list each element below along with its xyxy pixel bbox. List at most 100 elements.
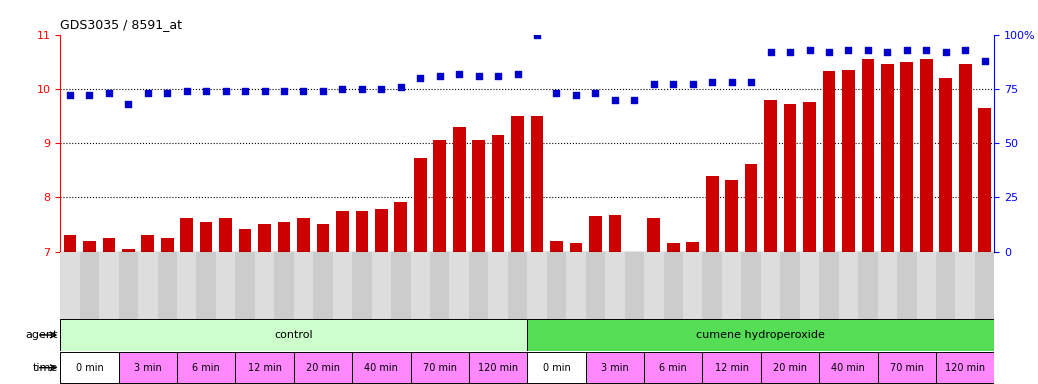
Point: [295, 88, 311, 94]
Point: [801, 47, 818, 53]
Point: [548, 90, 565, 96]
Point: [159, 90, 175, 96]
Bar: [60, 352, 118, 383]
Text: 20 min: 20 min: [306, 362, 340, 373]
Bar: [158, 252, 176, 319]
Bar: [761, 252, 781, 319]
Bar: [411, 352, 469, 383]
Bar: [332, 252, 352, 319]
Text: time: time: [33, 362, 58, 373]
Text: 0 min: 0 min: [543, 362, 570, 373]
Bar: [644, 352, 703, 383]
Bar: [274, 252, 294, 319]
Bar: [741, 252, 761, 319]
Point: [684, 81, 701, 88]
Bar: [570, 243, 582, 252]
Point: [120, 101, 137, 107]
Bar: [294, 352, 352, 383]
Text: 70 min: 70 min: [422, 362, 457, 373]
Point: [237, 88, 253, 94]
Bar: [663, 252, 683, 319]
Bar: [80, 252, 99, 319]
Point: [256, 88, 273, 94]
Point: [81, 92, 98, 98]
Point: [470, 73, 487, 79]
Bar: [196, 252, 216, 319]
Point: [821, 49, 838, 55]
Bar: [686, 242, 699, 252]
Bar: [547, 252, 566, 319]
Bar: [430, 252, 449, 319]
Bar: [585, 352, 644, 383]
Bar: [352, 352, 410, 383]
Bar: [726, 180, 738, 252]
Bar: [60, 319, 527, 351]
Point: [198, 88, 215, 94]
Bar: [683, 252, 703, 319]
Bar: [449, 252, 469, 319]
Bar: [63, 235, 76, 252]
Text: 6 min: 6 min: [192, 362, 220, 373]
Point: [704, 79, 720, 85]
Text: 40 min: 40 min: [364, 362, 399, 373]
Point: [899, 47, 916, 53]
Bar: [761, 352, 819, 383]
Bar: [118, 352, 176, 383]
Bar: [585, 252, 605, 319]
Point: [373, 86, 389, 92]
Text: 12 min: 12 min: [714, 362, 748, 373]
Bar: [897, 252, 917, 319]
Bar: [706, 175, 718, 252]
Bar: [839, 252, 858, 319]
Bar: [745, 164, 758, 252]
Point: [354, 86, 371, 92]
Bar: [236, 352, 294, 383]
Point: [432, 73, 448, 79]
Point: [139, 90, 156, 96]
Bar: [83, 241, 95, 252]
Bar: [352, 252, 372, 319]
Bar: [936, 352, 994, 383]
Text: agent: agent: [26, 330, 58, 340]
Point: [723, 79, 740, 85]
Bar: [605, 252, 625, 319]
Bar: [819, 252, 839, 319]
Bar: [236, 252, 254, 319]
Bar: [141, 235, 154, 252]
Text: 3 min: 3 min: [601, 362, 629, 373]
Point: [450, 71, 467, 77]
Bar: [608, 215, 621, 252]
Bar: [176, 252, 196, 319]
Bar: [858, 252, 877, 319]
Bar: [411, 252, 430, 319]
Text: 20 min: 20 min: [773, 362, 808, 373]
Bar: [122, 249, 135, 252]
Bar: [453, 127, 465, 252]
Bar: [512, 116, 524, 252]
Bar: [959, 65, 972, 252]
Text: cumene hydroperoxide: cumene hydroperoxide: [696, 330, 825, 340]
Text: 12 min: 12 min: [247, 362, 281, 373]
Bar: [138, 252, 158, 319]
Bar: [530, 116, 543, 252]
Bar: [219, 218, 231, 252]
Bar: [955, 252, 975, 319]
Bar: [881, 65, 894, 252]
Bar: [703, 352, 761, 383]
Bar: [414, 158, 427, 252]
Bar: [781, 252, 799, 319]
Bar: [625, 252, 644, 319]
Bar: [877, 352, 936, 383]
Bar: [803, 103, 816, 252]
Point: [743, 79, 760, 85]
Bar: [239, 229, 251, 252]
Bar: [722, 252, 741, 319]
Bar: [492, 135, 504, 252]
Point: [528, 31, 545, 38]
Text: 70 min: 70 min: [890, 362, 924, 373]
Bar: [975, 252, 994, 319]
Bar: [103, 238, 115, 252]
Text: GDS3035 / 8591_at: GDS3035 / 8591_at: [60, 18, 183, 31]
Bar: [181, 218, 193, 252]
Point: [588, 90, 604, 96]
